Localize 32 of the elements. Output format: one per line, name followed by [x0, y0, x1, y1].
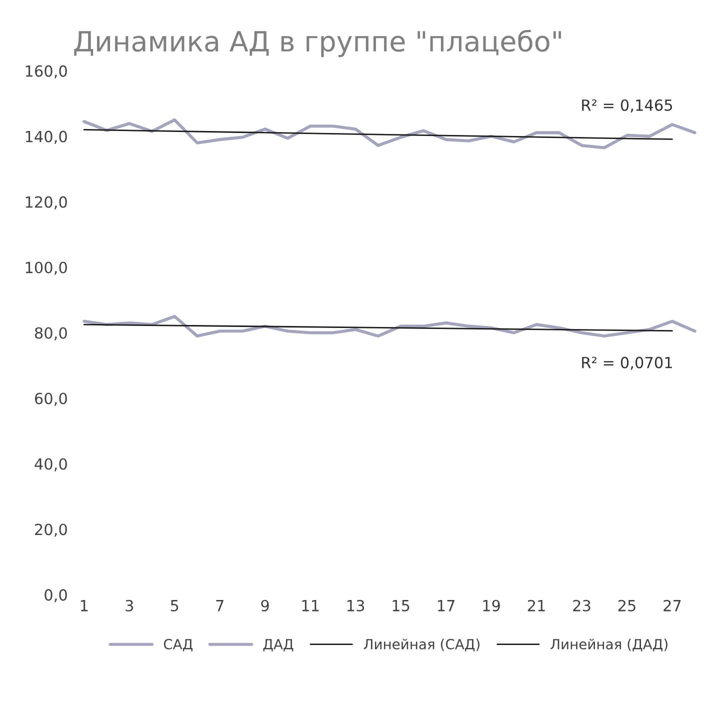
x-tick-label: 17	[438, 600, 454, 612]
y-tick-label: 40,0	[34, 458, 67, 472]
x-tick-label: 7	[216, 600, 224, 612]
x-tick-label: 21	[528, 600, 545, 612]
x-tick-label: 25	[618, 600, 636, 612]
x-tick-label: 11	[302, 600, 319, 612]
legend-label: ДАД	[263, 639, 294, 652]
annotation: R² = 0,1465	[582, 99, 672, 112]
y-tick-label: 100,0	[26, 262, 67, 275]
x-tick-label: 19	[483, 600, 500, 612]
y-tick-label: 20,0	[35, 524, 67, 537]
y-tick-label: 120,0	[26, 196, 67, 210]
x-tick-label: 1	[80, 600, 88, 612]
y-tick-label: 0,0	[44, 589, 67, 602]
x-tick-label: 13	[348, 600, 364, 612]
chart-title: Динамика АД в группе "плацебо"	[74, 30, 561, 58]
line-series	[82, 314, 696, 338]
annotation: R² = 0,0701	[582, 356, 672, 370]
y-tick-label: 80,0	[34, 327, 67, 340]
y-tick-label: 160,0	[26, 65, 67, 78]
x-tick-label: 3	[126, 600, 133, 612]
x-tick-label: 23	[573, 600, 590, 612]
y-tick-label: 60,0	[34, 392, 67, 406]
x-tick-label: 5	[170, 600, 178, 612]
x-tick-label: 15	[392, 600, 410, 612]
y-tick-label: 140,0	[26, 130, 67, 144]
legend-label: Линейная (ДАД)	[550, 638, 668, 652]
legend-label: Линейная (САД)	[364, 638, 480, 652]
legend-label: САД	[164, 638, 192, 652]
x-tick-label: 27	[664, 600, 681, 612]
x-tick-label: 9	[261, 600, 269, 612]
line-series	[82, 118, 696, 150]
